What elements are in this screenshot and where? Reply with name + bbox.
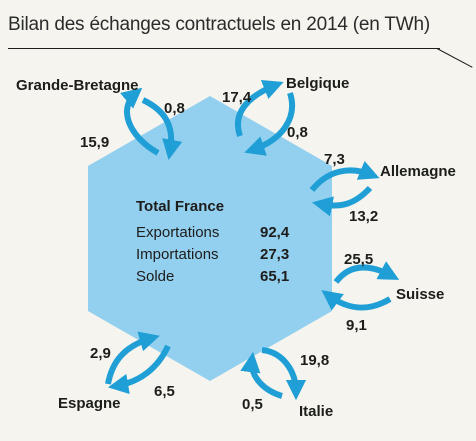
arrow-allemagne-export — [309, 160, 380, 192]
total-value: 65,1 — [260, 267, 290, 285]
total-row-solde: Solde 65,1 — [136, 265, 289, 287]
country-espagne: Espagne — [58, 395, 121, 412]
title-rule — [8, 48, 440, 49]
value-espagne-export: 6,5 — [154, 383, 175, 400]
country-grande-bretagne: Grande-Bretagne — [16, 77, 139, 94]
total-france-box: Total France Exportations 92,4 Importati… — [136, 198, 289, 287]
arrow-espagne-import — [105, 331, 160, 385]
arrow-italie-export — [261, 347, 307, 401]
arrow-suisse-import — [321, 290, 392, 311]
arrow-allemagne-import — [311, 185, 373, 217]
value-espagne-import: 2,9 — [90, 345, 111, 362]
arrow-espagne-export — [107, 344, 171, 395]
arrow-suisse-export — [333, 261, 400, 284]
arrow-belgique-export — [235, 79, 284, 137]
value-belgique-import: 17,4 — [222, 89, 252, 106]
value-italie-export: 19,8 — [300, 352, 330, 369]
value-allemagne-export: 7,3 — [324, 151, 345, 168]
country-italie: Italie — [299, 403, 334, 420]
france-hexagon — [88, 96, 332, 381]
value-suisse-export: 25,5 — [344, 251, 374, 268]
value-suisse-import: 9,1 — [346, 317, 367, 334]
value-italie-import: 0,5 — [242, 396, 263, 413]
arrow-belgique-import — [244, 92, 295, 156]
total-value: 27,3 — [260, 245, 290, 263]
arrow-italie-import — [240, 351, 283, 399]
value-grande-bretagne-export: 15,9 — [80, 134, 110, 151]
value-allemagne-import: 13,2 — [349, 208, 379, 225]
total-row-exportations: Exportations 92,4 — [136, 221, 289, 243]
total-value: 92,4 — [260, 223, 290, 241]
arrow-grande-bretagne-import — [141, 97, 183, 161]
total-label: Solde — [136, 267, 175, 285]
chart-title: Bilan des échanges contractuels en 2014 … — [8, 14, 431, 35]
total-label: Importations — [136, 245, 219, 263]
country-allemagne: Allemagne — [380, 163, 456, 180]
total-row-importations: Importations 27,3 — [136, 243, 289, 265]
arrow-grande-bretagne-export — [120, 87, 160, 156]
country-belgique: Belgique — [286, 75, 350, 92]
country-suisse: Suisse — [396, 286, 445, 303]
total-label: Exportations — [136, 223, 220, 241]
value-grande-bretagne-import: 0,8 — [164, 100, 185, 117]
value-belgique-export: 0,8 — [287, 124, 308, 141]
total-france-heading: Total France — [136, 198, 225, 215]
